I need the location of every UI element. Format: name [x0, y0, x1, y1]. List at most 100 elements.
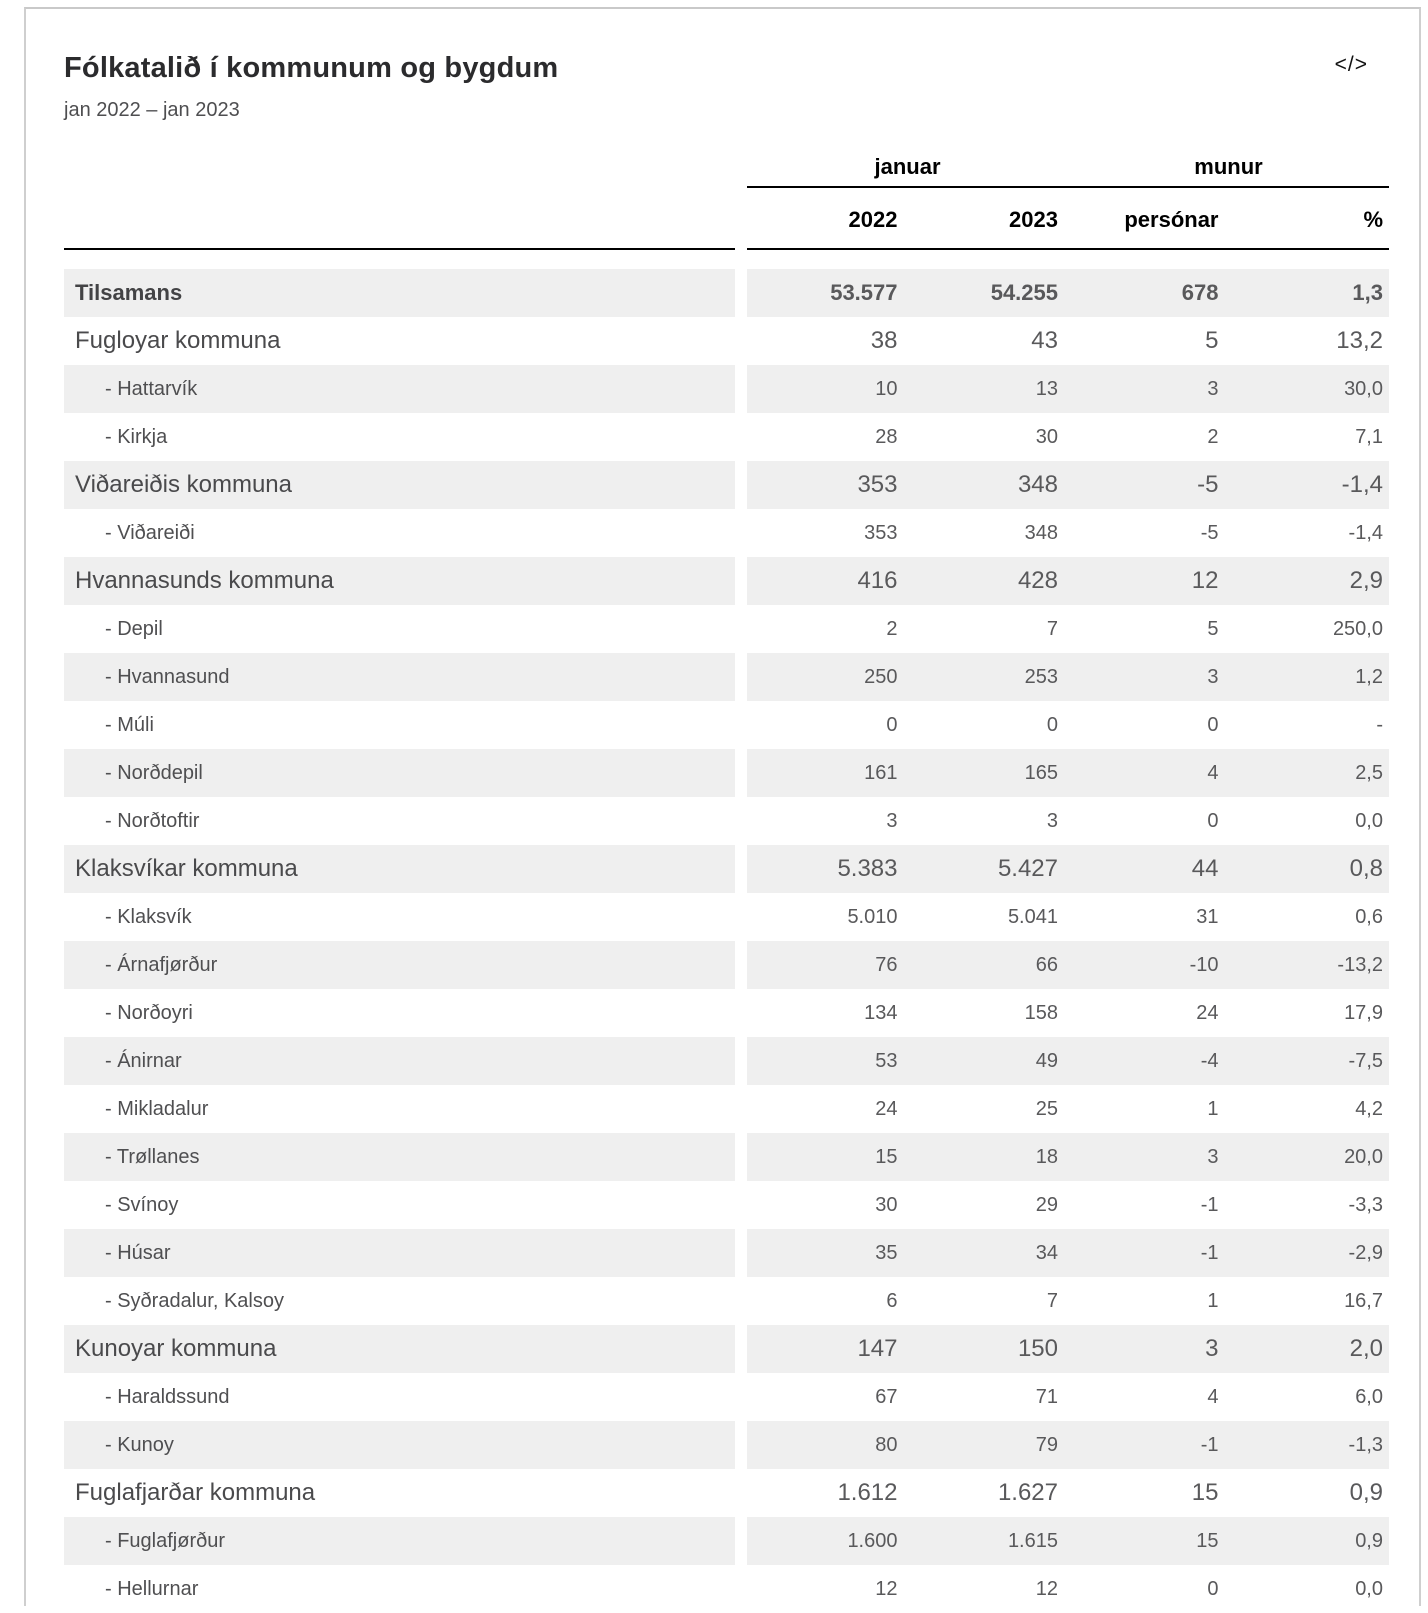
cell-2023: 29 — [1035, 1193, 1058, 1216]
cell-percent: 16,7 — [1344, 1289, 1383, 1312]
column-header-percent: % — [1363, 207, 1383, 232]
cell-2022: 12 — [875, 1577, 898, 1600]
cell-percent: -1,4 — [1348, 521, 1383, 544]
cell-2022: 76 — [747, 941, 908, 989]
column-gutter — [735, 1517, 747, 1565]
row-label: Tilsamans — [64, 269, 735, 317]
cell-2022: 67 — [875, 1385, 898, 1408]
cell-2023: 34 — [907, 1229, 1068, 1277]
row-label: Viðareiðis kommuna — [64, 461, 735, 509]
column-gutter — [735, 557, 747, 605]
row-label: Klaksvíkar kommuna — [64, 845, 735, 893]
cell-personar: 4 — [1068, 749, 1229, 797]
row-label: - Fuglafjørður — [64, 1517, 735, 1565]
table-row: - Haraldssund 67 71 4 6,0 — [64, 1373, 1389, 1421]
table-row: - Svínoy 30 29 -1 -3,3 — [64, 1181, 1389, 1229]
table-row: - Ánirnar 53 49 -4 -7,5 — [64, 1037, 1389, 1085]
embed-code-icon[interactable]: </> — [1334, 53, 1368, 76]
table-row: - Mikladalur 24 25 1 4,2 — [64, 1085, 1389, 1133]
row-label: - Múli — [105, 713, 154, 736]
column-gutter — [735, 845, 747, 893]
cell-percent: - — [1376, 713, 1383, 736]
cell-2022: 0 — [886, 713, 898, 736]
column-gutter — [735, 1133, 747, 1181]
cell-percent: 17,9 — [1344, 1001, 1383, 1024]
group-header-gutter — [735, 140, 747, 188]
cell-percent: -1,4 — [1228, 461, 1389, 509]
column-gutter — [735, 749, 747, 797]
cell-percent: 0,9 — [1228, 1517, 1389, 1565]
row-label: - Viðareiði — [105, 521, 195, 544]
cell-personar: -1 — [1068, 1421, 1229, 1469]
cell-personar: 44 — [1068, 845, 1229, 893]
column-gutter — [735, 317, 747, 365]
cell-personar: -1 — [1068, 1229, 1229, 1277]
cell-2022: 5.010 — [847, 905, 898, 928]
cell-2023: 165 — [907, 749, 1068, 797]
column-gutter — [735, 509, 747, 557]
cell-2022: 38 — [870, 327, 898, 354]
cell-2023: 5.427 — [907, 845, 1068, 893]
table-row: - Klaksvík 5.010 5.041 31 0,6 — [64, 893, 1389, 941]
cell-personar: 5 — [1205, 327, 1219, 354]
table-row: - Kirkja 28 30 2 7,1 — [64, 413, 1389, 461]
cell-2023: 43 — [1031, 327, 1058, 354]
row-label: - Ánirnar — [64, 1037, 735, 1085]
column-gutter — [735, 1277, 747, 1325]
cell-personar: -5 — [1068, 461, 1229, 509]
cell-2023: 7 — [1046, 1289, 1058, 1312]
cell-personar: 678 — [1068, 269, 1229, 317]
row-label: - Syðradalur, Kalsoy — [105, 1289, 284, 1312]
table-row: - Árnafjørður 76 66 -10 -13,2 — [64, 941, 1389, 989]
cell-2023: 158 — [1024, 1001, 1058, 1024]
cell-percent: -1,3 — [1228, 1421, 1389, 1469]
table-row: Hvannasunds kommuna 416 428 12 2,9 — [64, 557, 1389, 605]
table-row: - Múli 0 0 0 - — [64, 701, 1389, 749]
cell-2022: 30 — [875, 1193, 898, 1216]
table-body: Tilsamans 53.577 54.255 678 1,3 Fugloyar komm… — [64, 269, 1389, 1613]
table-row: Fuglafjarðar kommuna 1.612 1.627 15 0,9 — [64, 1469, 1389, 1517]
column-header-numbers: 2022 2023 persónar % — [747, 188, 1389, 250]
cell-2022: 10 — [747, 365, 908, 413]
cell-2023: 79 — [907, 1421, 1068, 1469]
cell-percent: 0,9 — [1349, 1479, 1383, 1506]
table-row: Tilsamans 53.577 54.255 678 1,3 — [64, 269, 1389, 317]
column-gutter — [735, 269, 747, 317]
cell-2022: 2 — [886, 617, 898, 640]
cell-personar: 0 — [1207, 713, 1219, 736]
column-gutter — [735, 1421, 747, 1469]
table-row: Klaksvíkar kommuna 5.383 5.427 44 0,8 — [64, 845, 1389, 893]
column-header-personar: persónar — [1124, 207, 1219, 232]
cell-percent: 7,1 — [1355, 425, 1383, 448]
cell-2022: 35 — [747, 1229, 908, 1277]
table-row: - Syðradalur, Kalsoy 6 7 1 16,7 — [64, 1277, 1389, 1325]
table-row: - Norðdepil 161 165 4 2,5 — [64, 749, 1389, 797]
cell-personar: 5 — [1207, 617, 1219, 640]
page-title: Fólkatalið í kommunum og bygdum — [64, 52, 559, 84]
cell-2023: 71 — [1035, 1385, 1058, 1408]
column-header-name-spacer — [64, 188, 735, 250]
column-gutter — [735, 1181, 747, 1229]
cell-percent: 250,0 — [1332, 617, 1383, 640]
column-header-gutter — [735, 188, 747, 250]
cell-2022: 53.577 — [747, 269, 908, 317]
row-label: - Klaksvík — [105, 905, 192, 928]
cell-2023: 54.255 — [907, 269, 1068, 317]
cell-percent: 4,2 — [1355, 1097, 1383, 1120]
column-gutter — [735, 1325, 747, 1373]
cell-personar: -1 — [1200, 1193, 1219, 1216]
row-label: - Norðdepil — [64, 749, 735, 797]
cell-percent: 2,9 — [1228, 557, 1389, 605]
cell-percent: 0,0 — [1355, 1577, 1383, 1600]
cell-2022: 1.612 — [837, 1479, 898, 1506]
cell-percent: -2,9 — [1228, 1229, 1389, 1277]
cell-personar: 2 — [1207, 425, 1219, 448]
population-table: januar munur 2022 2023 persónar % Tilsam… — [64, 140, 1389, 1613]
row-label: - Kunoy — [64, 1421, 735, 1469]
column-gutter — [735, 701, 747, 749]
table-row: - Hvannasund 250 253 3 1,2 — [64, 653, 1389, 701]
cell-2022: 161 — [747, 749, 908, 797]
cell-percent: -3,3 — [1348, 1193, 1383, 1216]
table-column-header-row: 2022 2023 persónar % — [64, 188, 1389, 250]
cell-2023: 1.627 — [997, 1479, 1058, 1506]
